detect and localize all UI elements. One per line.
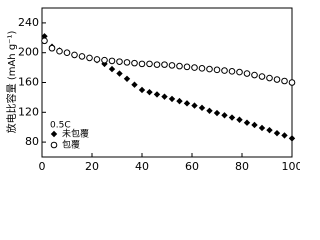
legend-marker xyxy=(50,130,58,138)
x-tick-label: 60 xyxy=(185,160,199,173)
data-point xyxy=(236,116,243,123)
data-point xyxy=(273,76,281,83)
data-point xyxy=(123,59,131,66)
data-point xyxy=(228,114,236,121)
data-point xyxy=(138,86,146,94)
data-point xyxy=(131,81,138,88)
data-point xyxy=(288,79,296,86)
x-tick-label: 100 xyxy=(282,160,301,173)
legend-marker xyxy=(50,141,58,149)
data-point xyxy=(108,57,116,65)
data-point xyxy=(153,61,161,68)
data-point xyxy=(243,70,251,77)
data-point xyxy=(78,53,86,60)
data-point xyxy=(266,126,273,134)
x-tick-label: 20 xyxy=(85,160,99,173)
x-tick-label: 40 xyxy=(135,160,149,173)
data-point xyxy=(213,109,221,117)
data-point xyxy=(161,61,168,68)
y-tick-label: 240 xyxy=(18,16,39,29)
data-point xyxy=(123,75,131,82)
data-point xyxy=(281,77,288,85)
data-point xyxy=(168,95,176,103)
data-point xyxy=(86,54,93,62)
data-point xyxy=(146,60,153,68)
chart: 放电比容量 (mAh g⁻¹) 0.5C 0 20 40 60 80 100 80 120 16… xyxy=(5,7,301,173)
data-point xyxy=(183,63,191,71)
data-point xyxy=(101,56,108,64)
x-tick-label: 80 xyxy=(235,160,249,173)
data-point xyxy=(236,68,243,76)
data-point xyxy=(161,93,168,100)
data-point xyxy=(206,65,213,73)
y-axis-label: 放电比容量 (mAh g⁻¹) xyxy=(5,31,18,134)
data-point xyxy=(251,121,258,129)
data-point xyxy=(168,62,176,69)
data-point xyxy=(221,112,228,119)
data-point xyxy=(221,67,228,74)
data-point xyxy=(198,65,206,72)
data-point xyxy=(63,49,71,57)
legend-label: 未包覆 xyxy=(62,128,89,140)
data-point xyxy=(108,65,116,73)
data-point xyxy=(251,71,258,79)
data-point xyxy=(176,62,183,70)
data-point xyxy=(101,60,108,68)
data-point xyxy=(281,132,288,139)
data-point xyxy=(93,56,101,63)
y-tick-label: 120 xyxy=(18,105,39,118)
data-point xyxy=(243,119,251,126)
data-point xyxy=(116,70,123,77)
data-point xyxy=(116,58,123,65)
data-point xyxy=(198,104,206,112)
data-point xyxy=(273,129,281,137)
data-point xyxy=(191,64,198,71)
y-tick-label: 200 xyxy=(18,46,39,59)
data-point xyxy=(153,91,161,98)
x-tick-label: 0 xyxy=(39,160,46,173)
data-point xyxy=(288,135,296,142)
data-point xyxy=(258,73,266,80)
annotation: 0.5C xyxy=(50,121,71,131)
data-point xyxy=(191,102,198,109)
data-point xyxy=(266,74,273,82)
data-point xyxy=(71,51,78,59)
y-tick-label: 80 xyxy=(25,135,39,148)
data-point xyxy=(146,88,153,96)
data-point xyxy=(183,100,191,107)
data-point xyxy=(176,97,183,105)
data-point xyxy=(228,68,236,75)
y-tick-label: 160 xyxy=(18,76,39,89)
legend-label: 包覆 xyxy=(62,139,80,151)
data-point xyxy=(56,47,63,55)
data-point xyxy=(206,107,213,115)
data-point xyxy=(131,59,138,67)
data-point xyxy=(213,66,221,74)
data-point xyxy=(41,37,48,45)
data-point xyxy=(48,44,56,52)
data-point xyxy=(258,124,266,132)
data-point xyxy=(138,60,146,68)
